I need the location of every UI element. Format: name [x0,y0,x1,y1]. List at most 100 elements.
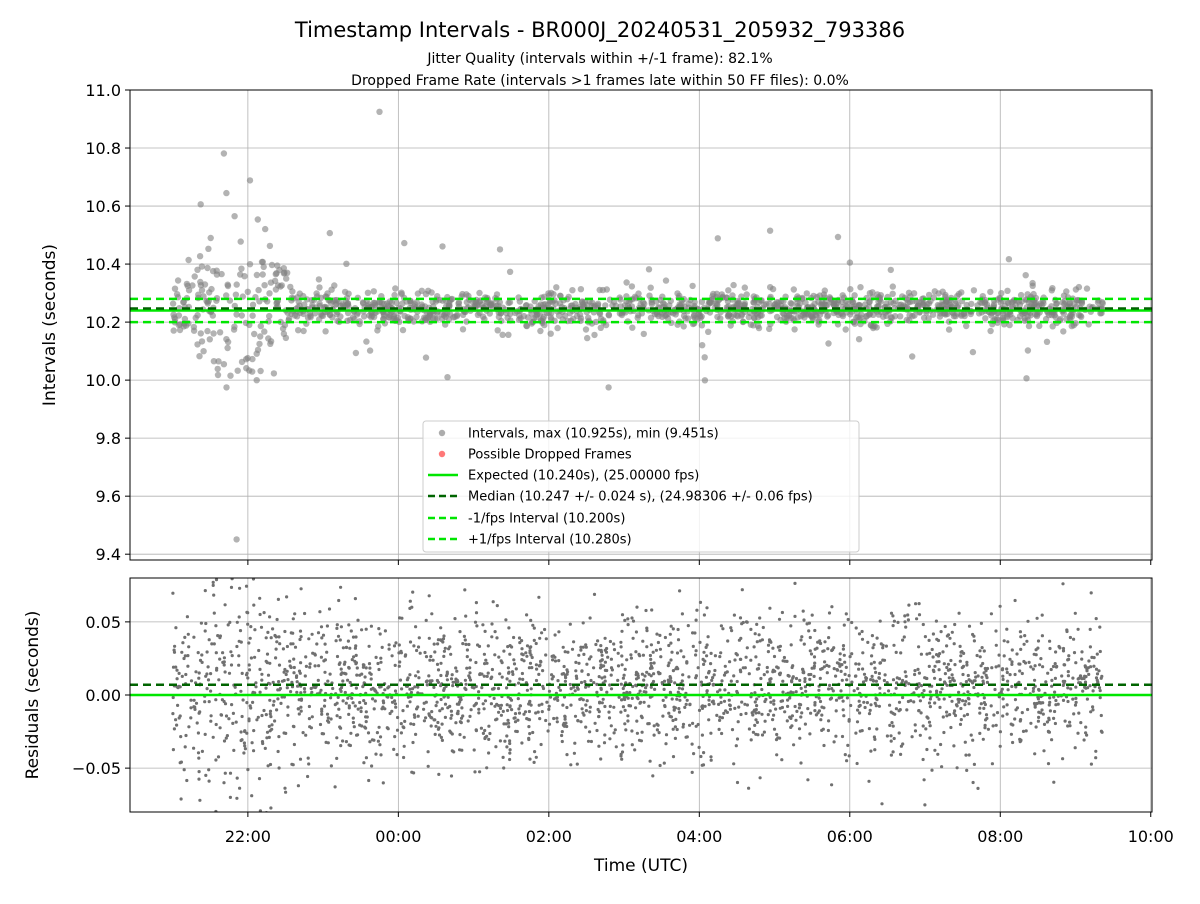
residual-point [1029,721,1033,725]
residual-point [271,703,275,707]
residual-point [943,672,948,676]
residual-point [902,635,906,639]
residual-point [401,709,405,713]
residual-point [379,735,383,739]
residual-point [584,643,588,647]
interval-point [629,324,636,331]
y-tick-label: 10.4 [85,255,121,274]
residual-point [1100,730,1104,734]
residual-point [778,736,782,740]
residual-point [273,719,277,723]
residual-point [430,710,434,714]
residual-point [264,636,268,640]
residual-point [980,646,984,650]
residual-point [396,715,400,720]
residual-point [390,700,395,704]
residual-point [972,762,977,767]
residual-point [1040,634,1044,638]
residual-point [671,727,675,731]
residual-point [494,745,498,749]
residual-point [910,735,914,739]
residual-point [426,764,430,768]
residual-point [408,673,412,677]
residual-point [948,636,952,640]
residual-point [440,722,444,726]
residual-point [612,705,616,709]
residual-point [892,565,895,568]
residual-point [520,671,525,676]
residual-point [1047,703,1051,707]
residual-point [924,727,928,731]
residual-point [1052,716,1056,721]
residual-point [735,679,739,684]
residual-point [626,623,630,627]
interval-point [413,313,420,321]
residual-point [356,733,360,737]
residual-point [205,672,209,676]
residual-point [562,664,566,669]
residual-point [749,658,753,662]
residual-point [706,635,710,639]
residual-point [772,727,777,731]
residual-point [983,726,987,730]
residual-point [304,655,308,659]
interval-point [444,374,451,381]
residual-point [341,739,345,743]
residual-point [248,636,252,640]
residual-point [620,663,624,667]
residual-point [1094,667,1099,671]
interval-point [465,292,472,300]
interval-point [266,312,273,320]
residual-point [1014,685,1018,689]
residual-point [547,689,552,693]
interval-point [1023,375,1030,382]
residual-point [268,709,273,713]
residual-point [293,645,298,649]
residual-point [722,699,727,703]
interval-point [393,299,400,307]
interval-point [680,323,687,330]
residual-point [736,720,740,724]
residual-point [854,674,858,678]
residual-point [556,698,560,703]
residual-point [752,709,756,713]
top-y-ticks: 9.49.69.810.010.210.410.610.811.0 [85,81,130,564]
residual-point [799,761,803,765]
residual-point [203,589,207,593]
residual-point [363,701,368,706]
residual-point [891,614,895,618]
x-tick-label: 22:00 [225,827,271,846]
residual-point [870,634,875,638]
residual-point [333,703,337,707]
residual-point [861,651,865,655]
residual-point [994,629,998,633]
residual-point [649,674,653,678]
residual-point [508,705,512,709]
residual-point [429,715,433,719]
residual-point [350,696,354,700]
residual-point [889,753,894,757]
residual-point [182,768,186,772]
residual-point [727,698,731,702]
residual-point [464,614,468,618]
residual-point [963,740,967,744]
residual-point [195,721,199,725]
residual-point [289,690,293,694]
residual-point [189,706,193,710]
interval-point [396,318,403,326]
residual-point [600,701,604,705]
residual-point [458,698,462,702]
residual-point [425,679,429,683]
residual-point [662,679,667,683]
residual-point [460,706,464,710]
residual-point [649,685,653,689]
residual-point [574,669,578,673]
residual-point [991,724,995,728]
residual-point [729,626,733,630]
residual-point [299,691,303,695]
interval-point [371,299,378,307]
residual-point [629,653,633,657]
residual-point [508,741,512,746]
residual-point [780,610,785,615]
residual-point [185,778,189,783]
